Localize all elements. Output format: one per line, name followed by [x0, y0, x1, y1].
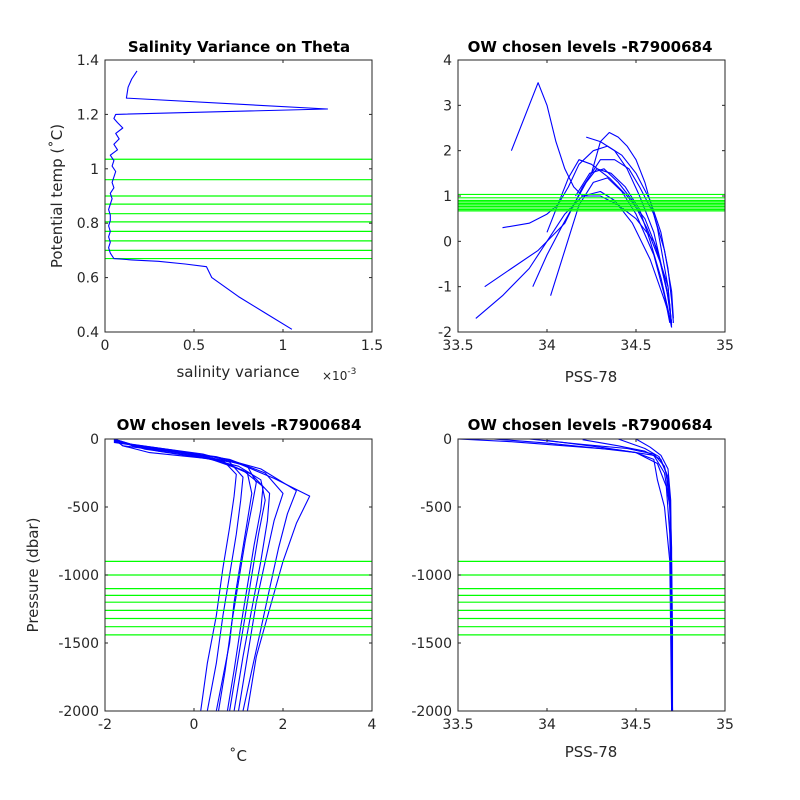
y-tick-label: 0 — [443, 234, 452, 250]
series-layer — [475, 82, 674, 328]
y-tick-label: 1 — [443, 189, 452, 205]
y-tick-label: -2 — [438, 325, 452, 341]
yticks-layer: -2000 -1500 -1000 -500 0 — [58, 432, 372, 720]
x-tick-label: 34 — [538, 717, 556, 733]
y-tick-label: -500 — [67, 500, 99, 516]
x-tick-label: 35 — [716, 717, 734, 733]
xticks-layer: 33.5 34 34.5 35 — [442, 439, 734, 733]
x-tick-label: 35 — [716, 338, 734, 354]
x-tick-label: 34.5 — [620, 717, 651, 733]
x-tick-label: 4 — [368, 717, 377, 733]
x-axis-label: PSS-78 — [565, 743, 618, 761]
axes-box — [104, 59, 373, 333]
y-tick-label: -2000 — [58, 704, 99, 720]
x-tick-label: 1 — [279, 338, 288, 354]
panel-title: OW chosen levels -R7900684 — [117, 416, 362, 434]
y-tick-label: 4 — [443, 53, 452, 69]
x-axis-label: PSS-78 — [565, 368, 618, 386]
series-layer — [113, 438, 311, 712]
yticks-layer: 0.4 0.6 0.8 1 1.2 1.4 — [77, 53, 372, 341]
panel-title: Salinity Variance on Theta — [128, 38, 350, 56]
panel-salinity-variance: Salinity Variance on Theta 0 0.5 1 1.5 0.40… — [48, 38, 383, 383]
panel-pressure-temperature: OW chosen levels -R7900684 -2 0 2 4 -2000 -1… — [24, 416, 377, 765]
x-tick-label: 33.5 — [442, 717, 473, 733]
y-axis-label: Pressure (dbar) — [24, 518, 42, 633]
panel-title: OW chosen levels -R7900684 — [468, 38, 713, 56]
y-tick-label: 0.6 — [77, 271, 99, 287]
levels-layer — [105, 560, 372, 636]
axes-box — [457, 59, 726, 333]
y-tick-label: 0.8 — [77, 216, 99, 232]
x-tick-label: 1.5 — [361, 338, 383, 354]
x-tick-label: 34.5 — [620, 338, 651, 354]
profile-line — [546, 439, 673, 712]
profile-line — [108, 70, 329, 330]
y-tick-label: -1000 — [411, 568, 452, 584]
x-tick-label: 34 — [538, 338, 556, 354]
profile-line — [532, 168, 673, 328]
panel-theta-salinity: OW chosen levels -R7900684 33.5 34 34.5 35 … — [438, 38, 734, 386]
y-tick-label: -1 — [438, 280, 452, 296]
profile-line — [113, 439, 264, 712]
profile-line — [590, 131, 673, 326]
y-tick-label: 0 — [90, 432, 99, 448]
x-axis-label: ˚C — [229, 747, 247, 765]
x-exponent-label: ×10-3 — [322, 367, 356, 383]
yticks-layer: -2000 -1500 -1000 -500 0 — [411, 432, 725, 720]
profile-line — [550, 177, 671, 324]
y-tick-label: 1.2 — [77, 107, 99, 123]
yticks-layer: -2 -1 0 1 2 3 4 — [438, 53, 725, 341]
y-tick-label: -1500 — [411, 636, 452, 652]
x-axis-label: salinity variance — [176, 363, 299, 381]
profile-line — [475, 190, 673, 324]
profile-line — [113, 438, 237, 712]
levels-layer — [105, 158, 372, 260]
x-tick-label: 33.5 — [442, 338, 473, 354]
axes-box — [104, 438, 373, 712]
y-tick-label: -1500 — [58, 636, 99, 652]
levels-layer — [458, 560, 725, 636]
y-tick-label: -500 — [420, 500, 452, 516]
profile-line — [113, 438, 257, 712]
panel-title: OW chosen levels -R7900684 — [468, 416, 713, 434]
levels-layer — [458, 193, 725, 212]
y-tick-label: -1000 — [58, 568, 99, 584]
y-tick-label: 0.4 — [77, 325, 99, 341]
y-tick-label: 1.4 — [77, 53, 99, 69]
x-tick-label: 0 — [101, 338, 110, 354]
y-tick-label: 2 — [443, 144, 452, 160]
x-tick-label: 2 — [279, 717, 288, 733]
profile-line — [113, 441, 311, 712]
axes-box — [457, 438, 726, 712]
y-tick-label: 0 — [443, 432, 452, 448]
x-tick-label: 0 — [190, 717, 199, 733]
y-tick-label: 1 — [90, 162, 99, 178]
x-tick-label: 0.5 — [183, 338, 205, 354]
panel-pressure-salinity: OW chosen levels -R7900684 33.5 34 34.5 35 … — [411, 416, 734, 761]
y-axis-label: Potential temp (˚C) — [48, 124, 66, 268]
y-tick-label: 3 — [443, 98, 452, 114]
series-layer — [108, 70, 329, 330]
x-tick-label: -2 — [98, 717, 112, 733]
y-tick-label: -2000 — [411, 704, 452, 720]
